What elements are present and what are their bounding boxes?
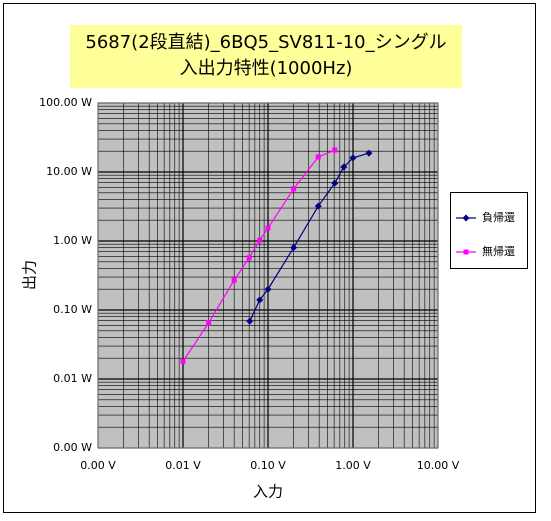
legend-marker: [463, 249, 469, 255]
data-point: [256, 296, 264, 304]
legend-label: 無帰還: [482, 244, 515, 258]
legend-label: 負帰還: [482, 211, 515, 224]
title-box: [70, 25, 462, 88]
legend-marker: [462, 214, 470, 222]
y-tick-label: 100.00 W: [39, 96, 92, 109]
y-tick-label: 0.10 W: [53, 303, 92, 316]
x-tick-label: 0.01 V: [165, 459, 201, 472]
x-tick-label: 10.00 V: [417, 459, 460, 472]
y-axis-label: 出力: [21, 260, 39, 290]
y-tick-label: 1.00 W: [53, 234, 92, 247]
x-tick-label: 1.00 V: [335, 459, 371, 472]
data-point: [290, 244, 298, 252]
x-axis-label: 入力: [253, 483, 283, 501]
data-point: [365, 149, 373, 157]
data-point: [180, 358, 186, 364]
data-point: [246, 317, 254, 325]
data-point: [314, 202, 322, 210]
legend: [450, 192, 528, 269]
data-point: [246, 255, 252, 261]
y-tick-label: 10.00 W: [46, 165, 92, 178]
x-tick-label: 0.10 V: [250, 459, 286, 472]
data-point: [340, 163, 348, 171]
data-point: [265, 225, 271, 231]
chart-title: 入出力特性(1000Hz): [180, 58, 353, 79]
x-tick-label: 0.00 V: [80, 459, 116, 472]
data-point: [264, 285, 272, 293]
data-point: [331, 179, 339, 187]
data-point: [257, 237, 263, 243]
chart-title: 5687(2段直結)_6BQ5_SV811-10_シングル: [85, 32, 446, 53]
plot-border: [97, 102, 439, 449]
y-tick-label: 0.00 W: [53, 441, 92, 454]
data-point: [349, 154, 357, 162]
data-point: [231, 277, 237, 283]
data-point: [206, 320, 212, 326]
data-point: [315, 154, 321, 160]
data-point: [332, 147, 338, 153]
y-tick-label: 0.01 W: [53, 372, 92, 385]
data-point: [291, 186, 297, 192]
